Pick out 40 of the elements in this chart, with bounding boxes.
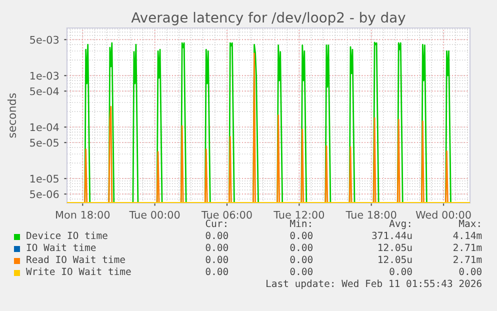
text: 0.00	[206, 256, 228, 264]
x-tick-label: Tue 18:00	[346, 210, 396, 219]
y-tick-label: 5e-03	[30, 36, 59, 44]
text: 0.00	[459, 268, 482, 276]
y-tick-label: 1e-03	[30, 72, 59, 80]
y-axis-title: seconds	[7, 93, 16, 138]
text: 2.71m	[454, 256, 482, 263]
legend-label: IO Wait time	[26, 244, 96, 252]
text: Max:	[459, 220, 480, 228]
x-tick-label: Mon 18:00	[56, 210, 110, 219]
y-tick-label: 5e-06	[30, 190, 59, 198]
text: 4.14m	[453, 232, 482, 239]
text: Cur:	[206, 220, 226, 228]
x-tick-label: Tue 00:00	[129, 210, 180, 219]
text: 371.44u	[372, 232, 412, 240]
legend-label: Read IO Wait time	[26, 256, 125, 264]
y-tick-label: 5e-04	[30, 87, 59, 96]
x-tick-label: Tue 06:00	[201, 210, 252, 219]
x-tick-label: Wed 00:00	[416, 210, 471, 219]
text: 0.00	[206, 268, 228, 276]
legend-label: Write IO Wait time	[26, 268, 131, 276]
text: 12.05u	[378, 256, 412, 264]
text: Last update: Wed Feb 11 01:55:43 2026	[266, 280, 482, 290]
text: 0.00	[206, 232, 228, 240]
text: Min:	[290, 220, 311, 227]
text: 0.00	[206, 244, 228, 252]
y-tick-label: 5e-05	[30, 138, 58, 147]
text: 2.71m	[454, 244, 482, 251]
text: 0.00	[290, 268, 312, 276]
text: 0.00	[290, 256, 312, 264]
text: 12.05u	[378, 244, 412, 252]
y-tick-label: 1e-04	[30, 123, 59, 132]
text: 0.00	[390, 268, 412, 276]
text: 0.00	[290, 244, 312, 252]
y-tick-label: 1e-05	[30, 174, 58, 183]
text: Avg:	[389, 220, 410, 230]
text: 0.00	[290, 232, 312, 240]
x-tick-label: Tue 12:00	[274, 210, 324, 219]
legend-label: Device IO time	[26, 232, 108, 240]
chart-title: Average latency for /dev/loop2 - by day	[131, 12, 406, 26]
